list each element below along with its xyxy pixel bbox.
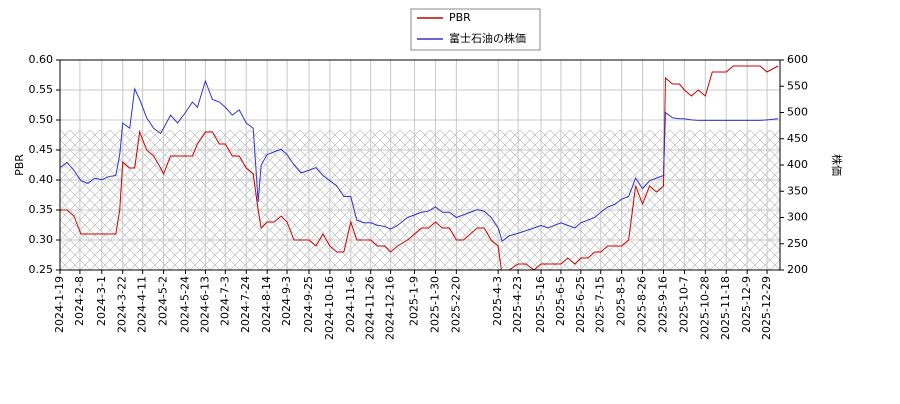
- y-tick-label: 0.35: [29, 203, 54, 216]
- x-tick-label: 2024-5-2: [157, 276, 170, 326]
- y2-tick-label: 600: [787, 53, 808, 66]
- x-tick-label: 2025-12-29: [760, 276, 773, 340]
- y2-tick-label: 450: [787, 132, 808, 145]
- y-tick-label: 0.45: [29, 143, 54, 156]
- y-tick-label: 0.30: [29, 233, 54, 246]
- x-tick-label: 2025-1-30: [428, 276, 441, 333]
- x-tick-label: 2024-3-22: [116, 276, 129, 333]
- y-axis-label: PBR: [13, 154, 26, 176]
- x-tick-label: 2024-3-1: [95, 276, 108, 326]
- x-tick-label: 2025-10-7: [677, 276, 690, 333]
- x-tick-label: 2025-11-18: [719, 276, 732, 340]
- y-tick-label: 0.25: [29, 263, 54, 276]
- y2-axis-label: 株価: [830, 154, 844, 176]
- legend-label: PBR: [449, 11, 471, 24]
- x-tick-label: 2025-4-3: [491, 276, 504, 326]
- x-tick-label: 2024-6-13: [198, 276, 211, 333]
- y2-tick-label: 400: [787, 158, 808, 171]
- y-tick-label: 0.60: [29, 53, 54, 66]
- x-tick-label: 2024-11-6: [344, 276, 357, 333]
- x-tick-label: 2025-2-20: [449, 276, 462, 333]
- x-tick-label: 2024-10-16: [323, 276, 336, 340]
- x-tick-label: 2024-7-3: [218, 276, 231, 326]
- x-tick-label: 2025-8-26: [636, 276, 649, 333]
- x-tick-label: 2024-9-25: [302, 276, 315, 333]
- x-tick-label: 2024-5-24: [178, 276, 191, 333]
- legend: [410, 8, 541, 51]
- y-tick-label: 0.40: [29, 173, 54, 186]
- x-tick-label: 2025-6-25: [574, 276, 587, 333]
- x-tick-label: 2024-9-3: [280, 276, 293, 326]
- y2-tick-label: 500: [787, 106, 808, 119]
- y2-tick-label: 200: [787, 263, 808, 276]
- y2-tick-label: 550: [787, 79, 808, 92]
- x-tick-label: 2025-12-9: [740, 276, 753, 333]
- y2-tick-label: 250: [787, 237, 808, 250]
- x-tick-label: 2025-10-28: [698, 276, 711, 340]
- series-line: [60, 65, 779, 270]
- y2-tick-label: 300: [787, 211, 808, 224]
- x-tick-label: 2025-4-23: [511, 276, 524, 333]
- legend-label: 富士石油の株価: [449, 31, 526, 45]
- x-tick-label: 2024-7-24: [239, 276, 252, 333]
- y-tick-label: 0.50: [29, 113, 54, 126]
- x-tick-label: 2025-6-5: [554, 276, 567, 326]
- y2-tick-label: 350: [787, 184, 808, 197]
- x-tick-label: 2024-2-8: [73, 276, 86, 326]
- x-tick-label: 2025-9-16: [656, 276, 669, 333]
- x-tick-label: 2024-8-14: [260, 276, 273, 333]
- x-tick-label: 2025-7-15: [594, 276, 607, 333]
- x-tick-label: 2024-1-19: [53, 276, 66, 333]
- series-line: [60, 79, 779, 242]
- x-tick-label: 2025-5-16: [534, 276, 547, 333]
- x-tick-label: 2025-1-9: [408, 276, 421, 326]
- x-tick-label: 2024-11-26: [364, 276, 377, 340]
- hatch-band: [60, 130, 780, 270]
- x-tick-label: 2024-4-11: [136, 276, 149, 333]
- x-tick-label: 2024-12-16: [384, 276, 397, 340]
- x-tick-label: 2025-8-5: [615, 276, 628, 326]
- y-tick-label: 0.55: [29, 83, 54, 96]
